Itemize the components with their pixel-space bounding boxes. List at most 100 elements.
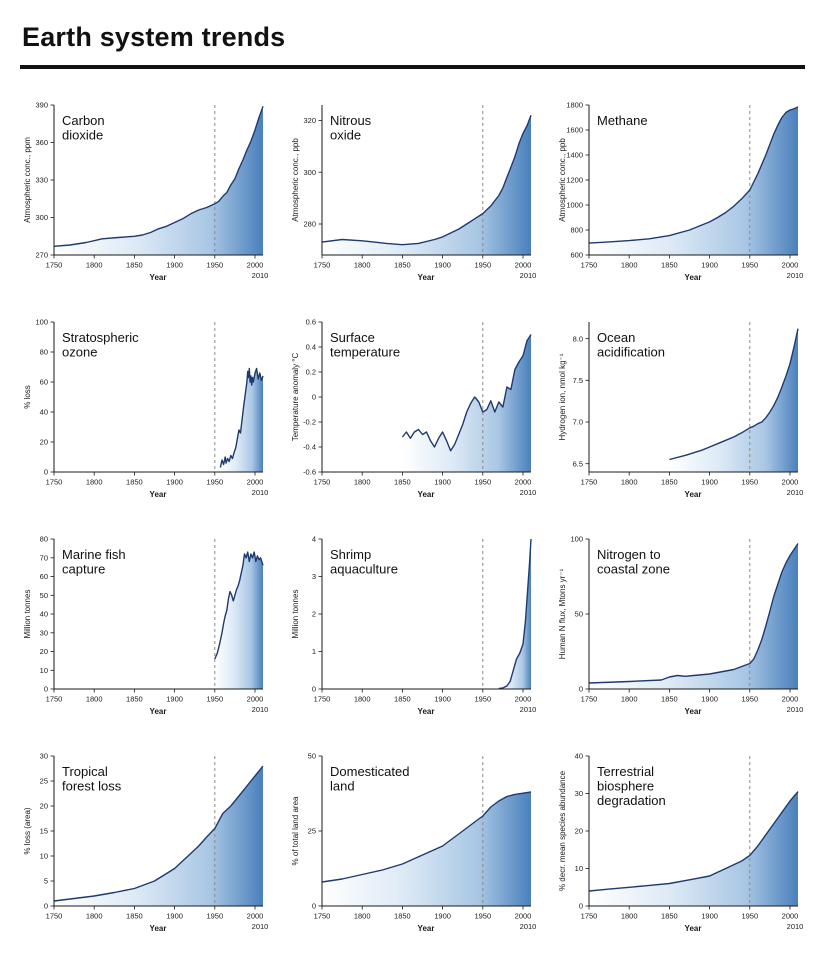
chart-panel-methane: 600 800 1000 1200 1400 1600 1800 1750 1800 1850 1… (555, 95, 805, 300)
svg-text:0: 0 (44, 468, 48, 477)
svg-text:270: 270 (35, 251, 48, 260)
data-line (219, 367, 264, 468)
svg-text:1950: 1950 (474, 695, 491, 704)
svg-text:7.0: 7.0 (573, 418, 583, 427)
svg-text:20: 20 (575, 827, 583, 836)
svg-text:100: 100 (570, 535, 583, 544)
svg-text:5: 5 (44, 877, 48, 886)
y-axis-label: % of total land area (291, 796, 300, 865)
svg-text:0.4: 0.4 (305, 343, 315, 352)
data-line (53, 765, 264, 902)
carbon-dioxide-chart: 270 300 330 360 390 1750 1800 1850 1900 1950 2000… (23, 101, 268, 282)
x-end-label: 2010 (787, 922, 804, 931)
svg-text:600: 600 (570, 251, 583, 260)
svg-text:390: 390 (35, 101, 48, 110)
svg-text:1850: 1850 (126, 912, 143, 921)
y-axis-label: Atmospheric conc., ppm (23, 137, 32, 223)
chart-title: Nitrous oxide (330, 113, 372, 143)
chart-panel-nitrous-oxide: 280 300 320 1750 1800 1850 1900 1950 2000 Atmos… (288, 95, 538, 300)
chart-panel-marine-fish-capture: 0 10 20 30 40 50 60 70 80 1750 1800 1850 1900 1950 20… (20, 529, 270, 734)
chart-title: Tropical forest loss (62, 764, 122, 794)
svg-text:1800: 1800 (86, 261, 103, 270)
charts-grid: 270 300 330 360 390 1750 1800 1850 1900 1950 2000… (20, 95, 805, 951)
svg-text:0: 0 (579, 685, 583, 694)
svg-text:-0.2: -0.2 (303, 418, 316, 427)
svg-text:1750: 1750 (46, 478, 63, 487)
svg-text:15: 15 (40, 827, 48, 836)
y-ticks: 0 50 100 (570, 535, 589, 694)
svg-text:280: 280 (303, 220, 316, 229)
chart-title: Stratospheric ozone (62, 330, 139, 360)
x-end-label: 2010 (519, 271, 536, 280)
x-ticks: 1750 1800 1850 1900 1950 2000 (313, 472, 531, 487)
svg-text:330: 330 (35, 176, 48, 185)
x-ticks: 1750 1800 1850 1900 1950 2000 (46, 255, 263, 270)
svg-text:6.5: 6.5 (573, 459, 583, 468)
svg-text:1750: 1750 (313, 478, 330, 487)
area-fill (54, 766, 263, 906)
x-ticks: 1750 1800 1850 1900 1950 2000 (46, 906, 263, 921)
terrestrial-biosphere-degradation-chart: 0 10 20 30 40 1750 1800 1850 1900 1950 2000 % dec… (558, 752, 804, 933)
svg-text:1850: 1850 (394, 912, 411, 921)
ocean-acidification-chart: 6.5 7.0 7.5 8.0 1750 1800 1850 1900 1950 2000 Hy… (558, 322, 803, 499)
svg-text:1800: 1800 (353, 478, 370, 487)
y-axis-label: % loss (23, 385, 32, 409)
y-axis-label: Million tonnes (291, 590, 300, 639)
x-end-label: 2010 (252, 488, 269, 497)
area-fill (401, 334, 531, 472)
shrimp-aquaculture-chart: 0 1 2 3 4 1750 1800 1850 1900 1950 2000 Million t… (291, 535, 536, 716)
stratospheric-ozone-chart: 0 20 40 60 80 100 1750 1800 1850 1900 1950 2000 % … (23, 318, 269, 499)
svg-text:1900: 1900 (166, 478, 183, 487)
x-axis-label: Year (417, 273, 434, 282)
y-axis-label: Atmospheric conc., ppb (291, 138, 300, 222)
data-line (321, 115, 532, 246)
svg-text:1950: 1950 (741, 912, 758, 921)
svg-text:1850: 1850 (661, 478, 678, 487)
svg-text:2000: 2000 (514, 912, 531, 921)
svg-text:40: 40 (40, 408, 48, 417)
area-fill (54, 106, 263, 255)
chart-panel-stratospheric-ozone: 0 20 40 60 80 100 1750 1800 1850 1900 1950 2000 % … (20, 312, 270, 517)
svg-text:25: 25 (40, 777, 48, 786)
svg-text:2000: 2000 (514, 695, 531, 704)
x-ticks: 1750 1800 1850 1900 1950 2000 (46, 472, 263, 487)
svg-text:1850: 1850 (661, 261, 678, 270)
svg-text:1950: 1950 (741, 261, 758, 270)
svg-text:1950: 1950 (474, 261, 491, 270)
svg-text:1850: 1850 (394, 695, 411, 704)
svg-text:0: 0 (311, 393, 315, 402)
chart-panel-ocean-acidification: 6.5 7.0 7.5 8.0 1750 1800 1850 1900 1950 2000 Hy… (555, 312, 805, 517)
svg-text:1900: 1900 (434, 912, 451, 921)
svg-text:30: 30 (40, 628, 48, 637)
svg-text:1800: 1800 (621, 261, 638, 270)
y-ticks: 270 300 330 360 390 (35, 101, 54, 260)
data-line (669, 328, 799, 461)
y-ticks: 0 5 10 15 20 25 30 (40, 752, 54, 911)
y-ticks: -0.6 -0.4 -0.2 0 0.2 0.4 0.6 (303, 318, 322, 477)
svg-text:1900: 1900 (701, 261, 718, 270)
data-line (588, 791, 799, 892)
svg-text:10: 10 (40, 666, 48, 675)
svg-text:1750: 1750 (581, 261, 598, 270)
svg-text:1950: 1950 (474, 478, 491, 487)
svg-text:0.2: 0.2 (305, 368, 315, 377)
domesticated-land-chart: 0 25 50 1750 1800 1850 1900 1950 2000 % of tota… (291, 752, 536, 933)
area-fill (321, 115, 531, 255)
chart-panel-surface-temperature: -0.6 -0.4 -0.2 0 0.2 0.4 0.6 1750 1800 1850 1900 1… (288, 312, 538, 517)
chart-title: Carbon dioxide (62, 113, 105, 143)
svg-text:300: 300 (35, 213, 48, 222)
nitrogen-to-coastal-zone-chart: 0 50 100 1750 1800 1850 1900 1950 2000 Human N … (558, 535, 803, 716)
svg-text:1850: 1850 (661, 912, 678, 921)
svg-text:2000: 2000 (514, 261, 531, 270)
y-axis-label: Million tonnes (23, 590, 32, 639)
area-fill (669, 328, 798, 472)
chart-title: Surface temperature (330, 330, 400, 360)
svg-text:320: 320 (303, 116, 316, 125)
x-axis-label: Year (685, 273, 702, 282)
svg-text:1800: 1800 (621, 912, 638, 921)
svg-text:1850: 1850 (126, 695, 143, 704)
x-end-label: 2010 (519, 488, 536, 497)
chart-title: Ocean acidification (597, 330, 665, 360)
chart-panel-nitrogen-to-coastal-zone: 0 50 100 1750 1800 1850 1900 1950 2000 Human N … (555, 529, 805, 734)
x-end-label: 2010 (252, 705, 269, 714)
